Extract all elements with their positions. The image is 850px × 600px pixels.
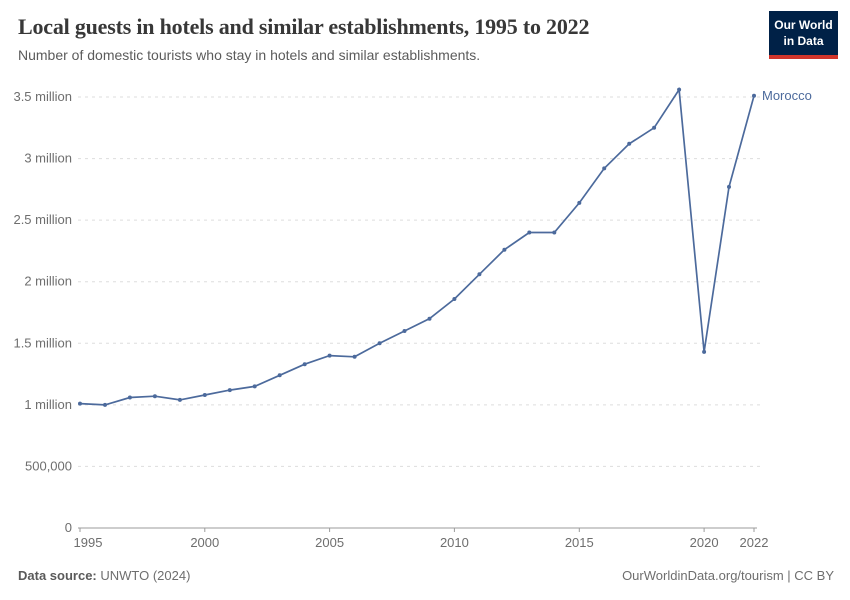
data-point-2006[interactable]	[352, 354, 357, 359]
data-point-2004[interactable]	[302, 362, 307, 367]
y-tick-label: 3.5 million	[13, 89, 72, 104]
y-tick-label: 2 million	[24, 274, 72, 289]
data-point-1997[interactable]	[127, 395, 132, 400]
data-point-2015[interactable]	[577, 200, 582, 205]
data-source-label: Data source:	[18, 568, 97, 583]
x-tick-label: 2005	[315, 535, 344, 550]
x-tick-label: 2022	[740, 535, 769, 550]
x-tick-label: 2015	[565, 535, 594, 550]
data-source: Data source: UNWTO (2024)	[18, 568, 190, 583]
owid-logo[interactable]: Our World in Data	[769, 11, 838, 60]
chart-footer: Data source: UNWTO (2024) OurWorldinData…	[18, 568, 834, 583]
data-point-2013[interactable]	[527, 230, 532, 235]
logo-line-2: in Data	[783, 33, 824, 48]
logo-line-1: Our World	[774, 18, 833, 32]
data-point-2007[interactable]	[377, 341, 382, 346]
y-tick-label: 3 million	[24, 151, 72, 166]
data-point-1996[interactable]	[103, 402, 107, 407]
owid-url-link[interactable]: OurWorldinData.org/tourism | CC BY	[622, 568, 834, 583]
data-point-2009[interactable]	[427, 316, 432, 321]
data-point-2011[interactable]	[477, 272, 482, 277]
data-point-1999[interactable]	[177, 397, 182, 402]
data-point-2019[interactable]	[677, 87, 682, 92]
data-point-2008[interactable]	[402, 329, 407, 333]
data-point-2017[interactable]	[627, 141, 632, 146]
data-source-value: UNWTO (2024)	[100, 568, 191, 583]
data-point-2020[interactable]	[702, 349, 707, 354]
data-point-2003[interactable]	[277, 373, 282, 378]
series-line-morocco[interactable]	[79, 87, 755, 406]
x-tick-label: 2020	[690, 535, 719, 550]
x-tick-label: 2000	[190, 535, 219, 550]
data-point-2001[interactable]	[227, 388, 232, 393]
y-tick-label: 2.5 million	[13, 212, 72, 227]
data-point-2018[interactable]	[652, 125, 657, 130]
y-tick-label: 1.5 million	[13, 335, 72, 350]
series-label-morocco: Morocco	[762, 88, 812, 103]
y-tick-label: 500,000	[25, 458, 72, 473]
data-point-2002[interactable]	[252, 384, 257, 389]
page-title: Local guests in hotels and similar estab…	[18, 14, 590, 39]
data-point-2014[interactable]	[552, 230, 557, 235]
data-point-1998[interactable]	[152, 394, 157, 399]
data-point-2012[interactable]	[502, 247, 507, 252]
data-point-2022[interactable]	[752, 93, 756, 98]
data-point-2005[interactable]	[327, 353, 332, 358]
y-tick-label: 1 million	[24, 397, 72, 412]
data-point-2016[interactable]	[602, 166, 607, 171]
chart-subtitle: Number of domestic tourists who stay in …	[18, 47, 481, 63]
x-tick-label: 1995	[74, 535, 103, 550]
data-point-2000[interactable]	[202, 393, 207, 397]
x-tick-label: 2010	[440, 535, 469, 550]
data-point-2021[interactable]	[727, 184, 731, 189]
y-tick-label: 0	[65, 520, 72, 535]
data-point-2010[interactable]	[452, 297, 457, 301]
data-point-1995[interactable]	[78, 401, 82, 406]
